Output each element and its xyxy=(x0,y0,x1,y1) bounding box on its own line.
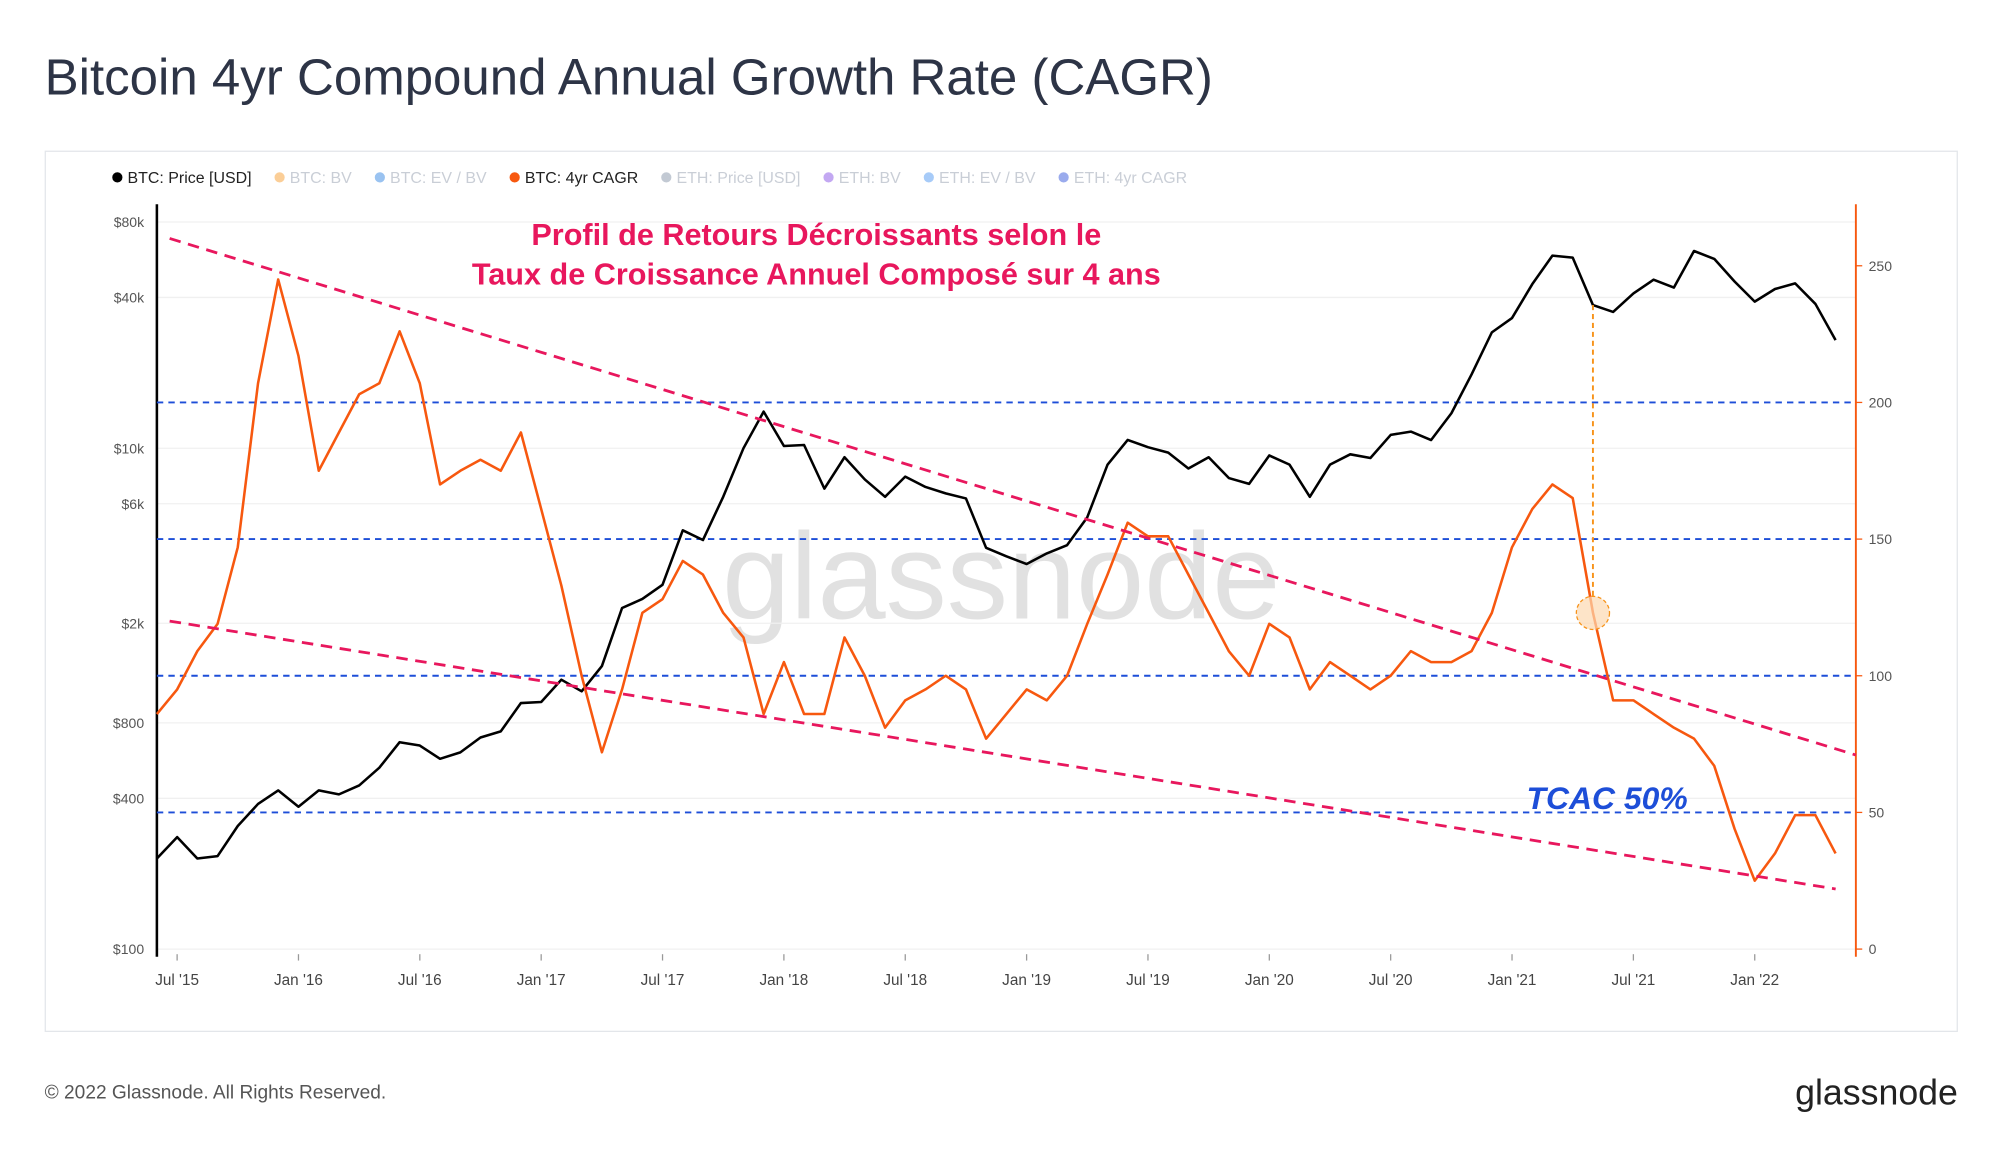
legend-swatch xyxy=(1058,172,1069,183)
legend-label: BTC: BV xyxy=(290,170,352,187)
y2-tick-label: 100 xyxy=(1869,668,1893,684)
legend-label: BTC: 4yr CAGR xyxy=(525,170,638,187)
legend-label: ETH: Price [USD] xyxy=(677,170,801,187)
y2-tick-label: 200 xyxy=(1869,395,1893,411)
legend-swatch xyxy=(823,172,834,183)
y2-tick-label: 50 xyxy=(1869,805,1885,821)
legend-label: BTC: EV / BV xyxy=(390,170,487,187)
y-tick-label: $2k xyxy=(122,615,146,631)
y-tick-label: $10k xyxy=(114,440,145,456)
legend-label: ETH: 4yr CAGR xyxy=(1074,170,1187,187)
watermark: glassnode xyxy=(722,508,1280,645)
legend-item: ETH: Price [USD] xyxy=(661,170,800,187)
x-tick-label: Jan '18 xyxy=(759,972,808,989)
y2-tick-label: 250 xyxy=(1869,258,1893,274)
legend-item: BTC: 4yr CAGR xyxy=(509,170,638,187)
x-tick-label: Jul '18 xyxy=(883,972,927,989)
y-tick-label: $80k xyxy=(114,214,145,230)
copyright: © 2022 Glassnode. All Rights Reserved. xyxy=(45,1082,387,1103)
series-line xyxy=(155,249,1837,860)
y-tick-label: $100 xyxy=(113,941,144,957)
legend-item: BTC: BV xyxy=(274,170,352,187)
legend-label: BTC: Price [USD] xyxy=(128,170,252,187)
x-tick-label: Jan '21 xyxy=(1488,972,1537,989)
x-tick-label: Jan '20 xyxy=(1245,972,1294,989)
legend-item: BTC: Price [USD] xyxy=(112,170,252,187)
legend-swatch xyxy=(661,172,672,183)
trend-line xyxy=(169,237,1857,757)
x-tick-label: Jan '22 xyxy=(1730,972,1779,989)
legend-swatch xyxy=(274,172,285,183)
y2-tick-label: 0 xyxy=(1869,941,1877,957)
series-line xyxy=(155,278,1837,882)
headline: Taux de Croissance Annuel Composé sur 4 … xyxy=(472,258,1161,292)
x-tick-label: Jul '16 xyxy=(398,972,442,989)
legend-swatch xyxy=(509,172,520,183)
legend-label: ETH: BV xyxy=(839,170,901,187)
x-tick-label: Jul '21 xyxy=(1612,972,1656,989)
legend-swatch xyxy=(923,172,934,183)
headline: Profil de Retours Décroissants selon le xyxy=(531,218,1101,252)
x-tick-label: Jul '15 xyxy=(155,972,199,989)
legend-item: BTC: EV / BV xyxy=(374,170,487,187)
trend-line xyxy=(169,619,1836,891)
x-tick-label: Jul '19 xyxy=(1126,972,1170,989)
highlight-circle xyxy=(1575,595,1611,631)
panel xyxy=(44,150,1958,1032)
y-tick-label: $400 xyxy=(113,790,144,806)
legend-item: ETH: EV / BV xyxy=(923,170,1036,187)
x-tick-label: Jan '17 xyxy=(517,972,566,989)
x-tick-label: Jan '19 xyxy=(1002,972,1051,989)
legend-label: ETH: EV / BV xyxy=(939,170,1036,187)
x-tick-label: Jul '17 xyxy=(641,972,685,989)
x-tick-label: Jan '16 xyxy=(274,972,323,989)
legend-swatch xyxy=(112,172,123,183)
legend-swatch xyxy=(374,172,385,183)
y-tick-label: $6k xyxy=(122,496,146,512)
tcac-label: TCAC 50% xyxy=(1527,780,1688,816)
y2-tick-label: 150 xyxy=(1869,531,1893,547)
x-tick-label: Jul '20 xyxy=(1369,972,1413,989)
y-tick-label: $800 xyxy=(113,715,144,731)
page-title: Bitcoin 4yr Compound Annual Growth Rate … xyxy=(45,48,1213,105)
legend-item: ETH: BV xyxy=(823,170,901,187)
y-tick-label: $40k xyxy=(114,290,145,306)
legend-item: ETH: 4yr CAGR xyxy=(1058,170,1187,187)
logo: glassnode xyxy=(1795,1073,1958,1113)
